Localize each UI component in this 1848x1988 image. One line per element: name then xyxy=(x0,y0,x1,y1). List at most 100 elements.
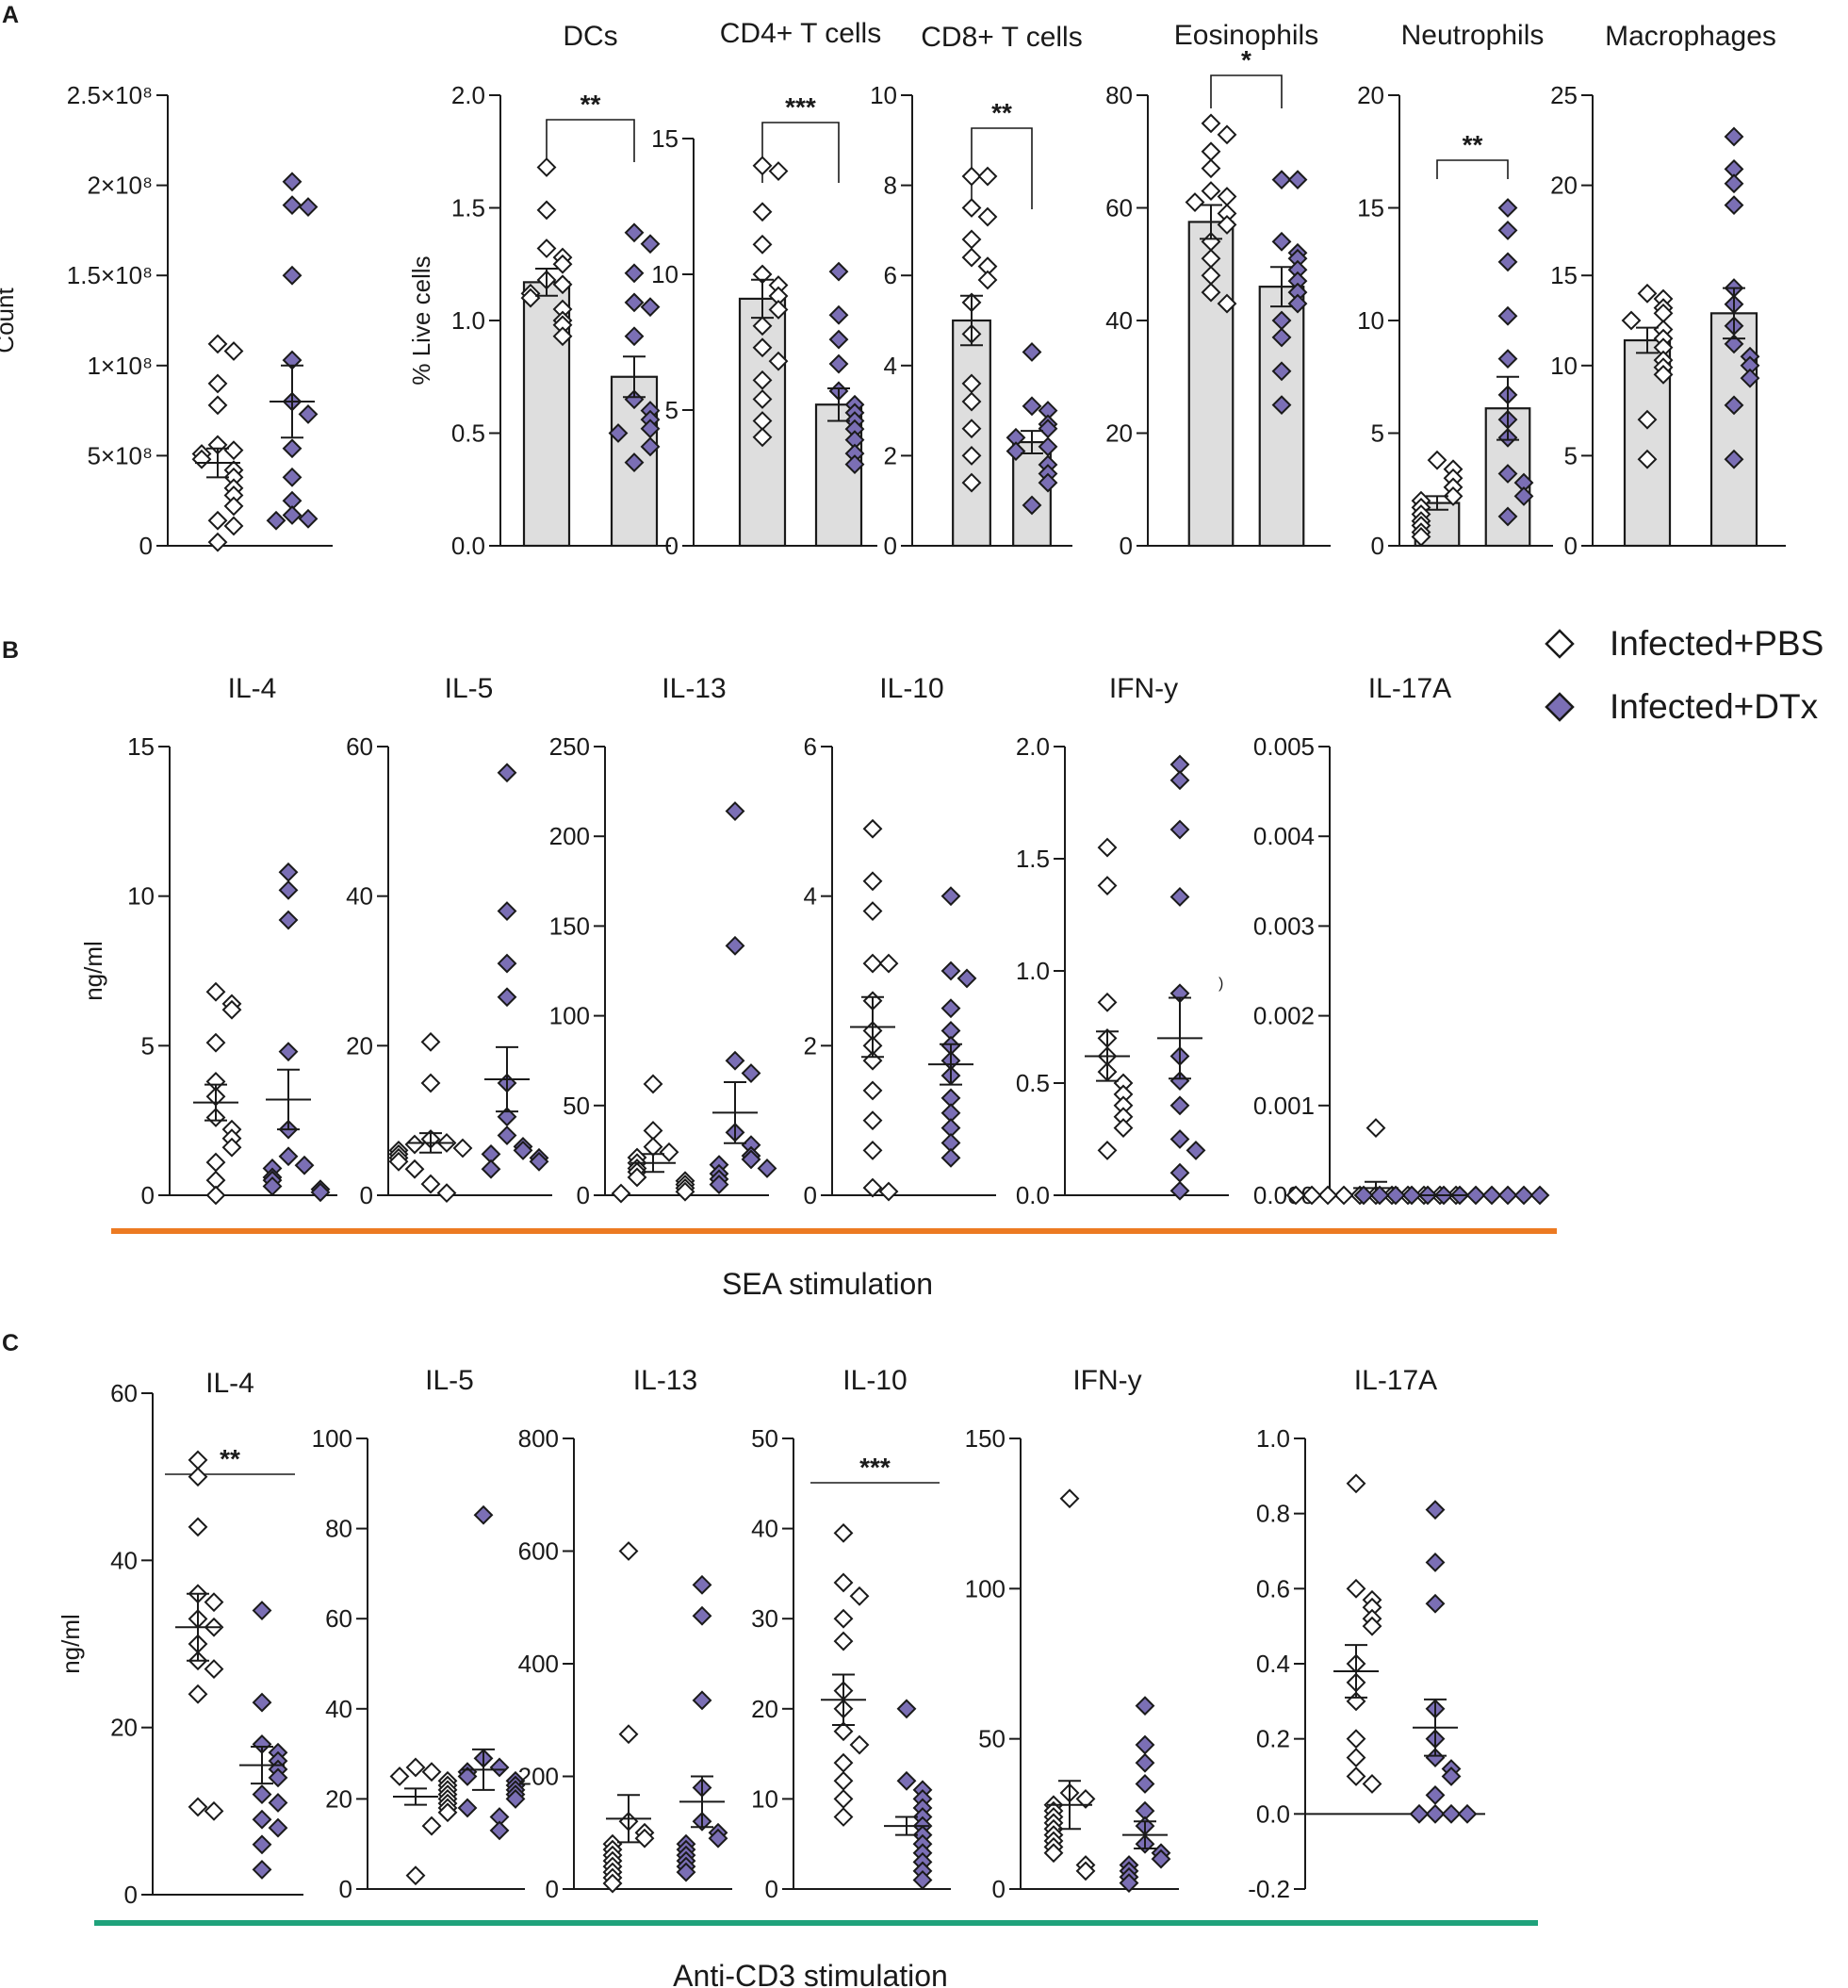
data-point-pbs xyxy=(833,1721,854,1742)
data-point-pbs xyxy=(536,157,557,177)
chart-title: IL-4 xyxy=(205,1368,254,1399)
data-point-dtx xyxy=(725,801,745,821)
data-point-dtx xyxy=(624,326,645,347)
data-point-dtx xyxy=(828,329,849,350)
significance-bracket xyxy=(971,127,1033,209)
chart-title: CD8+ T cells xyxy=(921,22,1082,53)
data-point-pbs xyxy=(404,1134,425,1155)
data-point-dtx xyxy=(896,1770,917,1791)
y-tick-label: 0 xyxy=(141,1181,155,1209)
data-point-dtx xyxy=(252,1601,272,1620)
data-point-dtx xyxy=(957,968,977,989)
data-point-pbs xyxy=(878,1181,899,1202)
data-point-dtx xyxy=(298,508,319,529)
chart-A-dcs: DCs % Live cells 0.0 0.5 1.0 1.5 2.0 ** xyxy=(407,21,671,560)
data-point-pbs xyxy=(207,334,228,354)
chart-A-mac: Macrophages 0 5 10 15 20 25 xyxy=(1550,21,1786,560)
data-point-dtx xyxy=(1151,1848,1171,1869)
y-tick-label: 4 xyxy=(884,352,897,380)
data-point-pbs xyxy=(1346,1729,1366,1750)
data-point-dtx xyxy=(1740,368,1760,388)
y-tick-label: 10 xyxy=(651,260,679,288)
data-point-dtx xyxy=(294,1155,315,1175)
data-point-pbs xyxy=(618,1541,639,1561)
y-tick-label: 50 xyxy=(751,1424,778,1453)
chart-title: IL-4 xyxy=(228,673,277,704)
data-point-pbs xyxy=(552,274,573,295)
data-point-dtx xyxy=(278,1146,299,1167)
panel-letter-b: B xyxy=(2,637,19,664)
y-tick-label: 0.5 xyxy=(1016,1069,1050,1097)
y-tick-label: 0 xyxy=(992,1875,1006,1903)
y-tick-label: 5 xyxy=(665,396,679,424)
data-point-dtx xyxy=(278,1042,299,1062)
data-point-pbs xyxy=(388,1151,409,1172)
data-point-dtx xyxy=(1169,819,1190,840)
data-point-dtx xyxy=(282,505,303,525)
y-tick-label: 60 xyxy=(325,1604,352,1633)
data-point-pbs xyxy=(188,1467,208,1487)
data-point-dtx xyxy=(1497,464,1518,484)
data-point-pbs xyxy=(421,1762,442,1783)
data-point-pbs xyxy=(207,510,228,531)
data-point-pbs xyxy=(977,166,998,187)
data-point-dtx xyxy=(1724,334,1744,354)
data-point-dtx xyxy=(828,304,849,325)
y-tick-label: 40 xyxy=(110,1546,138,1574)
data-point-pbs xyxy=(1346,1766,1366,1786)
data-point-dtx xyxy=(268,1793,288,1813)
chart-B-il5: IL-5 0 20 40 60 xyxy=(346,673,552,1209)
data-point-pbs xyxy=(675,1181,695,1202)
significance-stars: * xyxy=(1241,45,1251,74)
y-tick-label: 6 xyxy=(804,732,817,761)
data-point-pbs xyxy=(1217,215,1237,235)
data-point-dtx xyxy=(457,1766,478,1786)
y-tick-label: 0.2 xyxy=(1256,1725,1290,1753)
data-point-dtx xyxy=(505,1788,526,1809)
data-point-dtx xyxy=(692,1605,712,1626)
y-tick-label: 0 xyxy=(577,1181,590,1209)
data-point-pbs xyxy=(420,1073,441,1093)
y-tick-label: 5 xyxy=(141,1031,155,1060)
y-tick-label: 20 xyxy=(1357,81,1384,109)
data-point-dtx xyxy=(310,1182,331,1203)
significance-bracket xyxy=(1210,74,1283,108)
data-point-pbs xyxy=(752,389,773,409)
data-point-pbs xyxy=(961,166,982,187)
y-tick-label: 0.001 xyxy=(1253,1092,1315,1120)
legend: Infected+PBS Infected+DTx xyxy=(1545,624,1823,726)
data-point-pbs xyxy=(611,1183,631,1204)
panel-letter-a: A xyxy=(2,2,19,28)
y-tick-label: 2.5×10⁸ xyxy=(67,81,153,109)
data-point-dtx xyxy=(298,197,319,217)
data-point-dtx xyxy=(497,1125,517,1145)
y-tick-label: 150 xyxy=(549,912,590,940)
data-point-pbs xyxy=(833,1788,854,1809)
data-point-pbs xyxy=(862,818,883,839)
chart-title: Neutrophils xyxy=(1401,20,1545,51)
data-point-pbs xyxy=(1362,1616,1382,1636)
data-point-pbs xyxy=(188,1797,208,1817)
y-tick-label: 1.0 xyxy=(1016,957,1050,985)
data-point-pbs xyxy=(437,1802,458,1823)
data-point-pbs xyxy=(205,1152,226,1173)
data-point-pbs xyxy=(752,337,773,358)
data-point-pbs xyxy=(421,1815,442,1836)
y-tick-label: 50 xyxy=(563,1092,590,1120)
data-point-dtx xyxy=(497,987,517,1008)
data-point-dtx xyxy=(473,1504,494,1525)
data-point-dtx xyxy=(1481,1185,1502,1206)
data-point-dtx xyxy=(1497,220,1518,240)
data-point-dtx xyxy=(828,353,849,374)
data-point-dtx xyxy=(940,1147,961,1168)
data-point-pbs xyxy=(862,1140,883,1160)
chart-title: IL-5 xyxy=(425,1365,474,1396)
data-point-dtx xyxy=(1724,449,1744,469)
significance-bracket xyxy=(546,119,635,162)
significance-stars: ** xyxy=(581,90,601,119)
y-axis-label: ng/ml xyxy=(79,941,107,1001)
data-point-pbs xyxy=(961,391,982,412)
data-point-dtx xyxy=(1022,396,1042,417)
data-point-pbs xyxy=(1362,1774,1382,1794)
